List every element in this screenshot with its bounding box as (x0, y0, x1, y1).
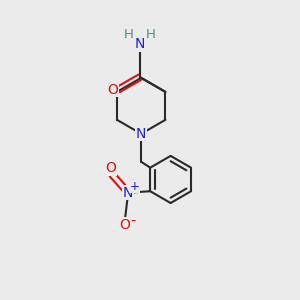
Text: O: O (107, 82, 118, 97)
Text: N: N (123, 186, 133, 200)
Text: -: - (131, 213, 136, 228)
Text: O: O (120, 218, 130, 232)
Text: H: H (146, 28, 156, 41)
Text: +: + (130, 180, 140, 193)
Text: N: N (135, 37, 145, 51)
Text: O: O (105, 161, 116, 175)
Text: N: N (136, 127, 146, 141)
Text: H: H (124, 28, 134, 41)
